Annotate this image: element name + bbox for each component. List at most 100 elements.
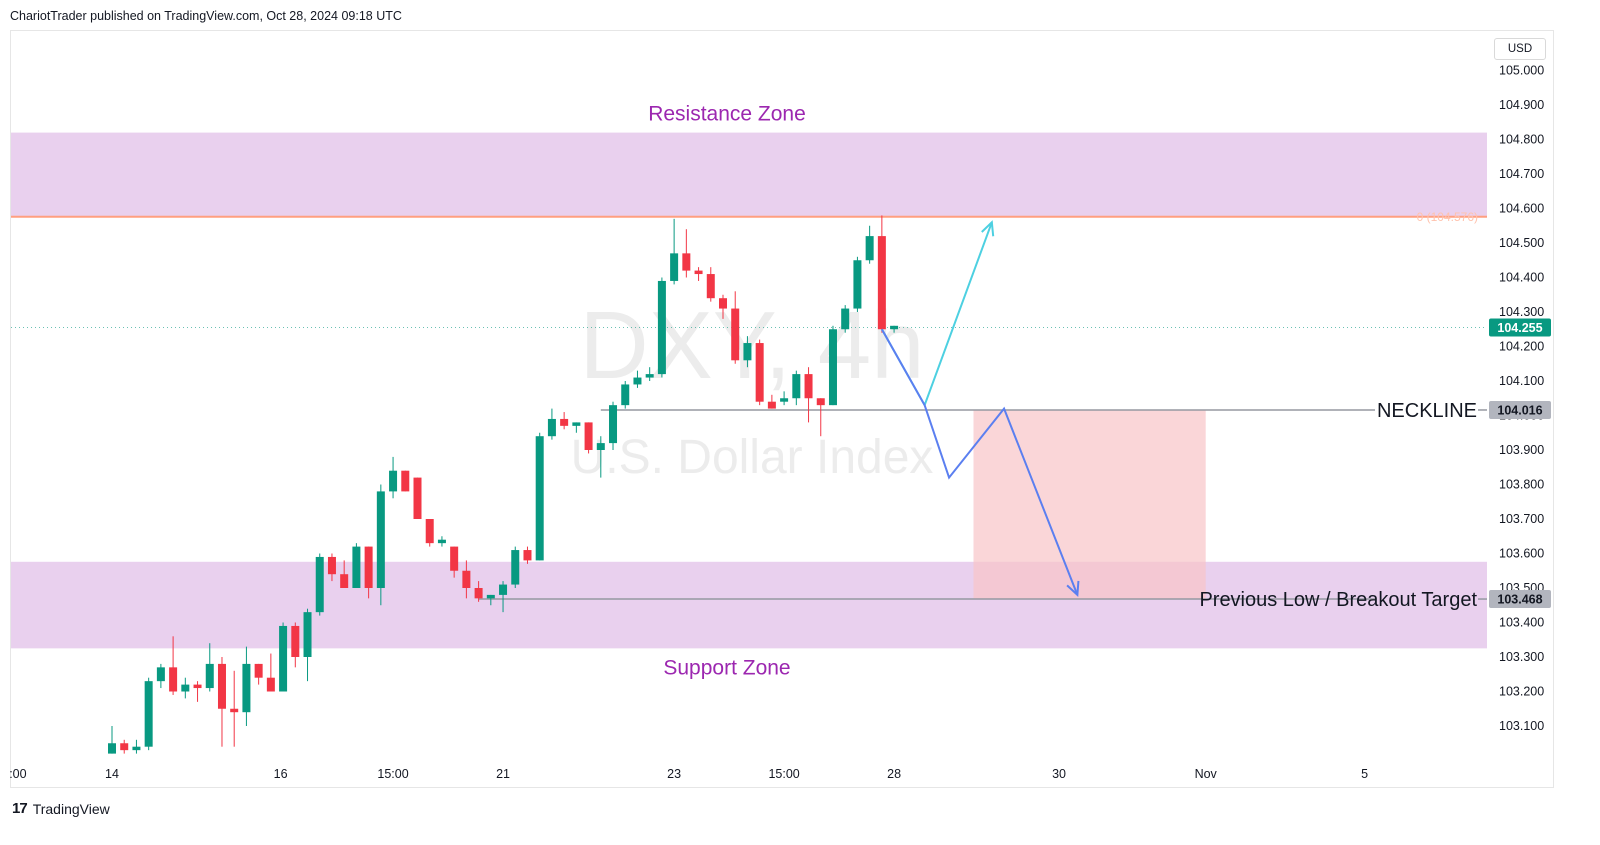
candle-body[interactable] <box>755 343 764 402</box>
candle-body[interactable] <box>804 374 813 399</box>
target-box-layer <box>973 409 1206 600</box>
candle-body[interactable] <box>120 743 129 751</box>
watermark-name: U.S. Dollar Index <box>571 431 934 484</box>
price-tick-label: 103.800 <box>1499 478 1544 492</box>
candle-body[interactable] <box>828 329 837 406</box>
footer: 17 TradingView <box>12 800 110 817</box>
candle-body[interactable] <box>169 667 178 692</box>
candle-body[interactable] <box>364 546 373 588</box>
candle-body[interactable] <box>156 667 165 682</box>
price-tick-label: 103.900 <box>1499 443 1544 457</box>
candle-body[interactable] <box>609 405 618 444</box>
candle-body[interactable] <box>841 308 850 330</box>
currency-button[interactable]: USD <box>1494 38 1546 60</box>
candle-body[interactable] <box>108 743 116 754</box>
candle-body[interactable] <box>462 570 471 588</box>
price-tick-label: 104.300 <box>1499 305 1544 319</box>
candle-body[interactable] <box>389 470 398 492</box>
candle-body[interactable] <box>413 477 422 519</box>
candle-body[interactable] <box>303 612 312 657</box>
price-tick-label: 103.400 <box>1499 616 1544 630</box>
candle-body[interactable] <box>657 280 666 375</box>
candle-body[interactable] <box>327 556 336 575</box>
candle-body[interactable] <box>376 491 385 588</box>
candle-body[interactable] <box>486 594 495 599</box>
candle-body[interactable] <box>780 398 789 402</box>
candle-body[interactable] <box>767 401 776 409</box>
candle-body[interactable] <box>535 436 544 561</box>
candle-body[interactable] <box>853 260 862 309</box>
target-box <box>973 409 1206 600</box>
candle-body[interactable] <box>865 236 874 261</box>
price-tick-label: 103.300 <box>1499 650 1544 664</box>
candle-body[interactable] <box>230 708 239 713</box>
candle-body[interactable] <box>633 377 642 385</box>
price-tick-label: 103.200 <box>1499 685 1544 699</box>
candle-body[interactable] <box>450 546 459 571</box>
candle-body[interactable] <box>401 470 410 492</box>
bearish-path[interactable] <box>880 328 1079 596</box>
neckline-label: NECKLINE <box>1377 400 1477 422</box>
candle-body[interactable] <box>584 422 593 450</box>
candle-body[interactable] <box>877 236 886 330</box>
candle-body[interactable] <box>572 422 581 426</box>
candle-body[interactable] <box>499 584 508 595</box>
previous-low-badge-text: 103.468 <box>1497 593 1542 607</box>
zones-layer: Resistance Zone Support Zone <box>11 103 1487 679</box>
last-price-badge-text: 104.255 <box>1497 321 1542 335</box>
candle-body[interactable] <box>670 253 679 281</box>
candle-body[interactable] <box>731 308 740 361</box>
candle-body[interactable] <box>523 550 532 561</box>
candle-body[interactable] <box>437 539 446 544</box>
candle-body[interactable] <box>621 384 630 406</box>
candle-body[interactable] <box>144 681 153 747</box>
price-tick-label: 103.600 <box>1499 547 1544 561</box>
candle-body[interactable] <box>266 677 275 692</box>
neckline-badge-text: 104.016 <box>1497 403 1542 417</box>
time-tick-label: 15:00 <box>377 767 408 781</box>
candle-body[interactable] <box>315 556 324 613</box>
candle-body[interactable] <box>547 418 556 437</box>
candle-body[interactable] <box>719 298 727 309</box>
time-tick-label: 23 <box>667 767 681 781</box>
candle-body[interactable] <box>279 625 288 692</box>
candle-body[interactable] <box>694 270 703 275</box>
support-zone-label: Support Zone <box>663 656 790 679</box>
candle-body[interactable] <box>511 550 520 585</box>
price-tick-label: 105.000 <box>1499 64 1544 78</box>
candle-body[interactable] <box>743 343 752 361</box>
candle-body[interactable] <box>352 546 361 588</box>
tradingview-logo-icon[interactable]: 17 <box>12 800 28 817</box>
time-tick-label: 5 <box>1361 767 1368 781</box>
time-tick-label: :00 <box>9 767 26 781</box>
candle-body[interactable] <box>193 684 202 689</box>
candle-body[interactable] <box>816 398 825 406</box>
candle-body[interactable] <box>645 374 654 378</box>
candle-body[interactable] <box>340 574 349 588</box>
price-tick-label: 104.600 <box>1499 202 1544 216</box>
candle-body[interactable] <box>890 325 899 330</box>
candle-body[interactable] <box>792 374 801 399</box>
tradingview-brand[interactable]: TradingView <box>32 800 110 817</box>
candle-body[interactable] <box>560 418 569 426</box>
candle-body[interactable] <box>181 684 190 692</box>
candle-body[interactable] <box>596 443 605 450</box>
candle-body[interactable] <box>242 663 251 713</box>
candle-body[interactable] <box>132 746 141 751</box>
candle-body[interactable] <box>682 253 691 271</box>
bearish-path-arrowhead <box>1066 580 1080 598</box>
candle-body[interactable] <box>254 663 263 678</box>
time-tick-label: Nov <box>1195 767 1218 781</box>
price-tick-label: 104.700 <box>1499 167 1544 181</box>
time-tick-label: 28 <box>887 767 901 781</box>
candle-body[interactable] <box>474 588 483 599</box>
candle-body[interactable] <box>205 663 214 689</box>
candle-body[interactable] <box>217 663 226 709</box>
resistance-zone <box>11 132 1487 217</box>
candle-body[interactable] <box>706 274 715 299</box>
candle-body[interactable] <box>425 519 434 544</box>
price-tick-label: 103.100 <box>1499 719 1544 733</box>
candle-body[interactable] <box>291 625 300 657</box>
previous-low-label: Previous Low / Breakout Target <box>1199 589 1477 611</box>
